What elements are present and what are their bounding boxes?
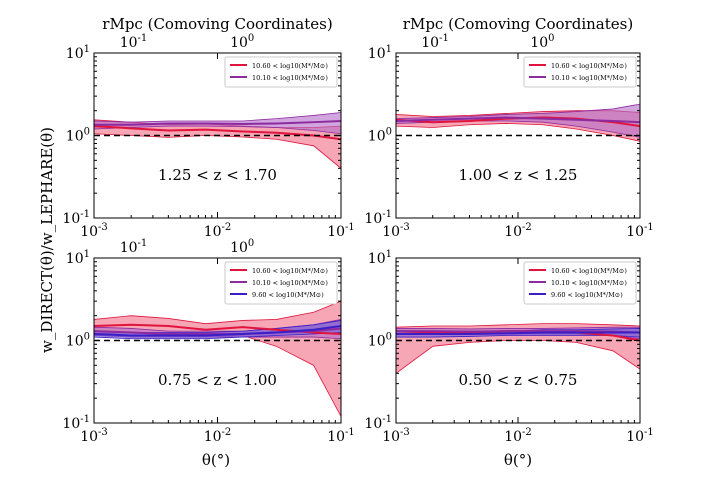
legend-entry: 10.60 < log10(M*/M⊙) [551,267,627,275]
x-tick-label: 10-2 [204,427,232,445]
y-tick-label: 10-1 [62,209,90,227]
top-tick-label: 10-1 [120,33,148,51]
x-tick-label: 10-2 [504,427,532,445]
series-line-blue [396,331,640,335]
legend-box [224,56,338,88]
legend-entry: 10.10 < log10(M*/M⊙) [551,74,627,82]
y-tick-label: 100 [368,332,392,350]
legend-entry: 10.60 < log10(M*/M⊙) [252,62,328,70]
y-tick-label: 101 [66,44,90,62]
legend-entry: 9.60 < log10(M*/M⊙) [551,291,623,299]
x-tick-label: 10-2 [204,222,232,240]
legend-entry: 10.60 < log10(M*/M⊙) [252,267,328,275]
panels: 10-3 10-2 10-1 10-1 100 101 rMpc (Comoving Coo… [62,15,653,445]
redshift-annotation: 1.25 < z < 1.70 [158,166,277,184]
x-tick-label: 10-3 [382,222,410,240]
series-line-purple [396,116,640,124]
x-tick-label: 10-1 [626,222,654,240]
legend: 10.60 < log10(M*/M⊙) 10.10 < log10(M*/M⊙) [523,56,637,88]
top-axis-label: rMpc (Comoving Coordinates) [403,15,633,33]
x-axis-label-right: θ(°) [504,451,532,469]
x-tick-label: 10-1 [327,427,355,445]
panel-bottom-left: 10-3 10-2 10-1 10-1 100 101 10-1 100 0.75 < z < … [62,238,354,445]
panel-top-right: 10-3 10-2 10-1 10-1 100 101 rMpc (Comoving Coo… [364,15,653,240]
legend-box [523,56,637,88]
band-red [94,300,341,417]
y-tick-label: 100 [66,127,90,145]
y-tick-label: 101 [368,44,392,62]
legend: 10.60 < log10(M*/M⊙) 10.10 < log10(M*/M⊙)… [523,261,637,305]
top-tick-label: 10-1 [421,33,449,51]
legend-box [523,261,637,305]
legend-entry: 10.10 < log10(M*/M⊙) [551,279,627,287]
x-tick-label: 10-1 [626,427,654,445]
redshift-annotation: 0.50 < z < 0.75 [459,371,578,389]
y-tick-label: 10-1 [364,209,392,227]
plot-area [396,103,640,142]
top-tick-label: 10-1 [120,238,148,256]
y-tick-label: 10-1 [364,414,392,432]
y-tick-label: 101 [368,249,392,267]
panel-top-left: 10-3 10-2 10-1 10-1 100 101 rMpc (Comoving Coo… [62,15,354,240]
top-tick-label: 100 [230,33,254,51]
plot-area [396,323,640,374]
x-tick-label: 10-3 [80,427,108,445]
y-tick-label: 100 [66,332,90,350]
series-line-purple [94,119,341,126]
top-tick-label: 100 [230,238,254,256]
redshift-annotation: 0.75 < z < 1.00 [158,371,277,389]
legend: 10.60 < log10(M*/M⊙) 10.10 < log10(M*/M⊙) [224,56,338,88]
y-axis-label: w_DIRECT(θ)/w_LEPHARE(θ) [38,127,56,353]
y-tick-label: 100 [368,127,392,145]
x-tick-label: 10-1 [327,222,355,240]
legend-box [224,261,338,305]
plot-area [94,112,341,169]
legend: 10.60 < log10(M*/M⊙) 10.10 < log10(M*/M⊙)… [224,261,338,305]
legend-entry: 9.60 < log10(M*/M⊙) [252,291,324,299]
x-tick-label: 10-2 [504,222,532,240]
top-axis-label: rMpc (Comoving Coordinates) [102,15,332,33]
x-axis-label-left: θ(°) [202,451,230,469]
plot-area [94,300,341,417]
legend-entry: 10.10 < log10(M*/M⊙) [252,279,328,287]
redshift-annotation: 1.00 < z < 1.25 [459,166,578,184]
y-tick-label: 101 [66,249,90,267]
top-tick-label: 100 [530,33,554,51]
legend-entry: 10.60 < log10(M*/M⊙) [551,62,627,70]
x-tick-label: 10-3 [80,222,108,240]
panel-bottom-right: 10-3 10-2 10-1 10-1 100 101 0.50 < z < 0.75 10.… [364,249,653,445]
legend-entry: 10.10 < log10(M*/M⊙) [252,74,328,82]
y-tick-label: 10-1 [62,414,90,432]
x-tick-label: 10-3 [382,427,410,445]
series-line-blue [94,324,341,337]
